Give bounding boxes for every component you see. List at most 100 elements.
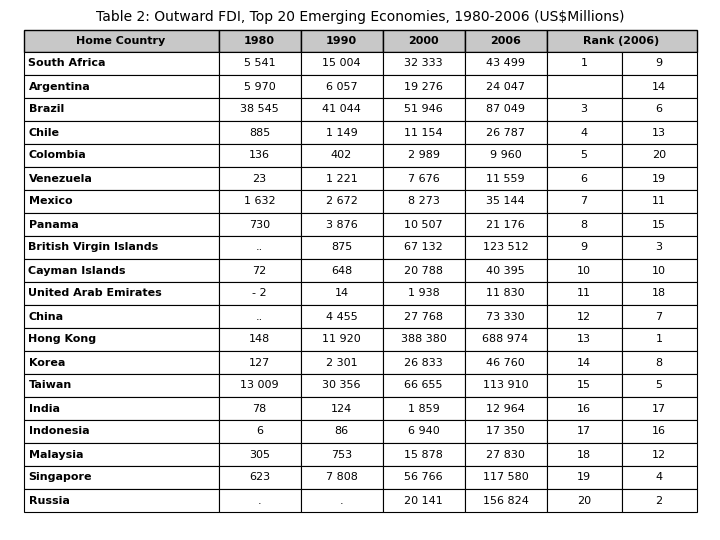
Bar — [24, 30, 218, 52]
Bar — [218, 213, 300, 236]
Text: 11 920: 11 920 — [322, 334, 361, 345]
Text: 2 301: 2 301 — [325, 357, 357, 368]
Text: 51 946: 51 946 — [404, 105, 443, 114]
Text: Panama: Panama — [29, 219, 78, 230]
Text: Brazil: Brazil — [29, 105, 64, 114]
Bar — [546, 190, 621, 213]
Bar — [621, 443, 696, 466]
Text: 12: 12 — [652, 449, 666, 460]
Text: 8 273: 8 273 — [408, 197, 439, 206]
Text: 5 541: 5 541 — [243, 58, 275, 69]
Bar — [300, 259, 382, 282]
Text: 23: 23 — [253, 173, 266, 184]
Text: 123 512: 123 512 — [482, 242, 528, 253]
Bar — [464, 489, 546, 512]
Bar — [24, 397, 218, 420]
Text: 124: 124 — [331, 403, 352, 414]
Bar — [382, 282, 464, 305]
Bar — [300, 351, 382, 374]
Text: 2: 2 — [655, 496, 662, 505]
Text: 688 974: 688 974 — [482, 334, 528, 345]
Bar — [382, 190, 464, 213]
Bar — [382, 397, 464, 420]
Bar — [300, 397, 382, 420]
Text: 4: 4 — [580, 127, 588, 138]
Bar — [382, 466, 464, 489]
Bar — [300, 420, 382, 443]
Text: 15: 15 — [652, 219, 666, 230]
Text: 11: 11 — [577, 288, 591, 299]
Text: 11 154: 11 154 — [404, 127, 443, 138]
Text: ..: .. — [256, 242, 263, 253]
Text: .: . — [258, 496, 261, 505]
Text: 1 149: 1 149 — [325, 127, 357, 138]
Bar — [382, 489, 464, 512]
Bar — [621, 466, 696, 489]
Text: 730: 730 — [249, 219, 270, 230]
Text: 16: 16 — [577, 403, 591, 414]
Text: 127: 127 — [249, 357, 270, 368]
Text: 5: 5 — [580, 151, 588, 160]
Bar — [546, 328, 621, 351]
Text: 2006: 2006 — [490, 36, 521, 46]
Text: 15: 15 — [577, 381, 591, 390]
Text: 26 833: 26 833 — [404, 357, 443, 368]
Bar — [546, 305, 621, 328]
Bar — [464, 420, 546, 443]
Text: 6 057: 6 057 — [325, 82, 357, 91]
Text: 7 808: 7 808 — [325, 472, 357, 483]
Bar — [300, 489, 382, 512]
Bar — [218, 236, 300, 259]
Text: Indonesia: Indonesia — [29, 427, 89, 436]
Bar — [621, 236, 696, 259]
Bar — [464, 443, 546, 466]
Bar — [621, 420, 696, 443]
Text: Cayman Islands: Cayman Islands — [29, 266, 126, 275]
Text: 20: 20 — [652, 151, 666, 160]
Text: - 2: - 2 — [252, 288, 267, 299]
Bar — [24, 305, 218, 328]
Bar — [382, 443, 464, 466]
Text: Singapore: Singapore — [29, 472, 92, 483]
Text: Table 2: Outward FDI, Top 20 Emerging Economies, 1980-2006 (US$Millions): Table 2: Outward FDI, Top 20 Emerging Ec… — [96, 10, 624, 24]
Text: Taiwan: Taiwan — [29, 381, 72, 390]
Bar — [464, 282, 546, 305]
Bar — [300, 374, 382, 397]
Text: Korea: Korea — [29, 357, 65, 368]
Text: 885: 885 — [249, 127, 270, 138]
Text: 14: 14 — [577, 357, 591, 368]
Text: 2000: 2000 — [408, 36, 438, 46]
Bar — [546, 52, 621, 75]
Bar — [300, 443, 382, 466]
Bar — [300, 466, 382, 489]
Bar — [300, 121, 382, 144]
Text: 17 350: 17 350 — [486, 427, 525, 436]
Text: 86: 86 — [334, 427, 348, 436]
Text: 13: 13 — [652, 127, 666, 138]
Bar — [24, 420, 218, 443]
Text: Hong Kong: Hong Kong — [29, 334, 96, 345]
Text: 623: 623 — [249, 472, 270, 483]
Bar — [300, 144, 382, 167]
Bar — [382, 30, 464, 52]
Bar — [546, 397, 621, 420]
Bar — [546, 144, 621, 167]
Text: 4: 4 — [655, 472, 662, 483]
Bar — [24, 374, 218, 397]
Bar — [24, 190, 218, 213]
Text: 753: 753 — [331, 449, 352, 460]
Text: 5 970: 5 970 — [243, 82, 275, 91]
Text: 9: 9 — [580, 242, 588, 253]
Text: 156 824: 156 824 — [482, 496, 528, 505]
Bar — [621, 167, 696, 190]
Bar — [300, 75, 382, 98]
Text: 136: 136 — [249, 151, 270, 160]
Bar — [382, 52, 464, 75]
Text: 1 221: 1 221 — [325, 173, 357, 184]
Bar — [218, 98, 300, 121]
Text: 1: 1 — [580, 58, 588, 69]
Bar — [621, 75, 696, 98]
Bar — [464, 52, 546, 75]
Bar — [546, 98, 621, 121]
Text: 20 141: 20 141 — [404, 496, 443, 505]
